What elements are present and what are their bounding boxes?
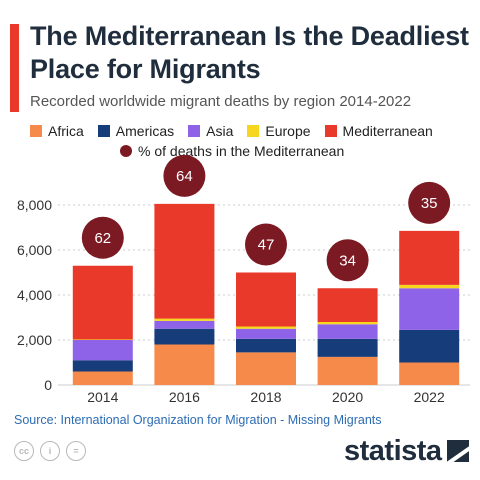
bar-segment-mediterranean-2016 xyxy=(154,203,215,319)
bar-segment-americas-2016 xyxy=(154,328,215,345)
bar-segment-americas-2014 xyxy=(72,360,133,372)
legend-swatch-americas xyxy=(97,125,110,137)
percent-bubble-2014 xyxy=(81,216,124,259)
statista-mark-icon xyxy=(446,440,469,462)
statista-wordmark: statista xyxy=(344,435,442,467)
bar-segment-africa-2022 xyxy=(399,362,460,385)
bar-segment-europe-2018 xyxy=(236,326,296,329)
chart-subtitle: Recorded worldwide migrant deaths by reg… xyxy=(30,93,412,110)
percent-bubble-2020 xyxy=(326,239,369,282)
bar-segment-africa-2020 xyxy=(317,356,378,385)
x-tick-label: 2022 xyxy=(414,389,445,405)
source-note: Source: International Organization for M… xyxy=(14,413,382,427)
bar-segment-asia-2014 xyxy=(72,340,133,361)
legend-label-mediterranean: Mediterranean xyxy=(342,123,433,139)
x-tick-label: 2014 xyxy=(87,389,118,405)
title-accent-bar xyxy=(10,24,19,112)
bar-segment-asia-2020 xyxy=(317,324,378,339)
legend-label-americas: Americas xyxy=(115,123,175,139)
legend-label-percent: % of deaths in the Mediterranean xyxy=(138,143,345,159)
bar-segment-americas-2020 xyxy=(317,338,378,357)
legend-label-europe: Europe xyxy=(265,123,311,139)
y-tick-label: 0 xyxy=(44,377,52,393)
legend-item-percent: % of deaths in the Mediterranean xyxy=(120,143,344,159)
bar-segment-mediterranean-2018 xyxy=(236,272,296,327)
legend-item-americas: Americas xyxy=(97,123,175,139)
y-tick-label: 4,000 xyxy=(17,287,52,303)
legend-label-africa: Africa xyxy=(48,123,84,139)
legend-swatch-mediterranean xyxy=(324,125,337,137)
y-tick-label: 8,000 xyxy=(17,197,52,213)
legend-swatch-europe xyxy=(247,125,260,137)
x-tick-label: 2016 xyxy=(169,389,200,405)
bar-segment-africa-2018 xyxy=(236,352,296,385)
legend-item-europe: Europe xyxy=(247,123,311,139)
bar-segment-americas-2022 xyxy=(399,329,460,363)
percent-bubble-2022 xyxy=(408,181,451,224)
legend-item-asia: Asia xyxy=(188,123,233,139)
bar-segment-americas-2018 xyxy=(236,338,296,353)
y-tick-label: 2,000 xyxy=(17,332,52,348)
bar-segment-asia-2022 xyxy=(399,288,460,330)
statista-logo[interactable]: statista xyxy=(344,436,469,466)
bar-segment-europe-2014 xyxy=(72,339,133,340)
bar-segment-mediterranean-2020 xyxy=(317,288,378,322)
legend-swatch-percent-dot xyxy=(120,145,132,157)
legend: Africa Americas Asia Europe Mediterranea… xyxy=(30,122,470,160)
percent-label-2016: 64 xyxy=(176,168,193,185)
x-tick-label: 2020 xyxy=(332,389,363,405)
percent-label-2022: 35 xyxy=(421,195,438,212)
percent-bubble-2016 xyxy=(163,154,206,197)
chart-title: The Mediterranean Is the Deadliest Place… xyxy=(30,21,469,84)
license-icons: cc i = xyxy=(14,441,92,461)
legend-row-regions: Africa Americas Asia Europe Mediterranea… xyxy=(30,122,470,140)
creative-commons-icon[interactable]: cc xyxy=(14,441,34,461)
legend-swatch-asia xyxy=(188,125,201,137)
legend-swatch-africa xyxy=(30,125,42,137)
bar-segment-africa-2016 xyxy=(154,344,215,385)
percent-bubble-2018 xyxy=(245,223,287,266)
percent-label-2020: 34 xyxy=(339,252,356,269)
bar-segment-africa-2014 xyxy=(72,371,133,385)
x-tick-label: 2018 xyxy=(250,389,281,405)
bar-segment-europe-2020 xyxy=(317,322,378,325)
percent-label-2018: 47 xyxy=(258,237,275,254)
bar-segment-mediterranean-2022 xyxy=(399,230,460,285)
bar-segment-asia-2018 xyxy=(236,328,296,339)
no-derivatives-icon[interactable]: = xyxy=(66,441,86,461)
bar-segment-europe-2016 xyxy=(154,318,215,321)
y-tick-label: 6,000 xyxy=(17,242,52,258)
bar-segment-asia-2016 xyxy=(154,320,215,329)
legend-item-africa: Africa xyxy=(30,123,84,139)
bar-segment-mediterranean-2014 xyxy=(72,265,133,340)
percent-label-2014: 62 xyxy=(94,230,111,247)
legend-row-percent: % of deaths in the Mediterranean xyxy=(30,142,470,160)
attribution-icon[interactable]: i xyxy=(40,441,60,461)
legend-item-mediterranean: Mediterranean xyxy=(324,123,433,139)
bar-segment-europe-2022 xyxy=(399,284,460,289)
legend-label-asia: Asia xyxy=(206,123,234,139)
